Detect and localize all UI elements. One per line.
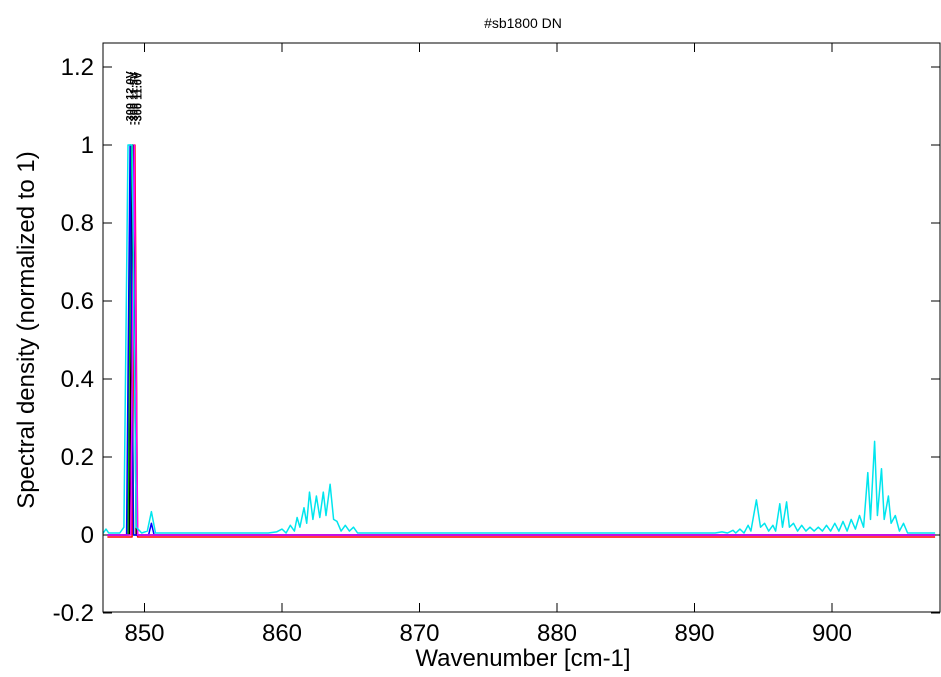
x-tick-label: 900 (812, 620, 852, 647)
y-axis-title: Spectral density (normalized to 1) (13, 151, 40, 509)
x-tick-label: 850 (124, 620, 164, 647)
peak-label: -300 12.0V (124, 71, 136, 125)
series-line-5 (107, 144, 936, 536)
peak-label: -300 11.5V (129, 71, 141, 125)
y-tick-label: -0.2 (53, 600, 94, 627)
plot-frame (102, 42, 941, 613)
chart-title: #sb1800 DN (484, 15, 562, 31)
y-tick-label: 0.8 (61, 210, 94, 237)
x-tick-label: 870 (399, 620, 439, 647)
series-line-1 (107, 144, 936, 536)
series-line-3 (107, 144, 936, 536)
plot-layer: -0.2 0 0.2 0.4 0.6 0.8 1 1.2 850 860 870 880 890 900 -… (53, 43, 940, 647)
y-tick-label: 0 (81, 522, 94, 549)
y-tick-label: 1 (81, 132, 94, 159)
x-tick-label: 890 (674, 620, 714, 647)
y-tick-label: 0.6 (61, 288, 94, 315)
series-line-4 (107, 144, 936, 536)
peak-label: -300 11.0V (133, 71, 145, 125)
y-tick-label: 0.4 (61, 366, 94, 393)
series-line-6 (103, 144, 936, 534)
series-group (103, 144, 936, 538)
series-line-2 (107, 144, 936, 538)
x-axis-title: Wavenumber [cm-1] (415, 645, 630, 672)
x-tick-label: 860 (262, 620, 302, 647)
x-tick-label: 880 (537, 620, 577, 647)
y-tick-label: 0.2 (61, 444, 94, 471)
y-tick-label: 1.2 (61, 54, 94, 81)
